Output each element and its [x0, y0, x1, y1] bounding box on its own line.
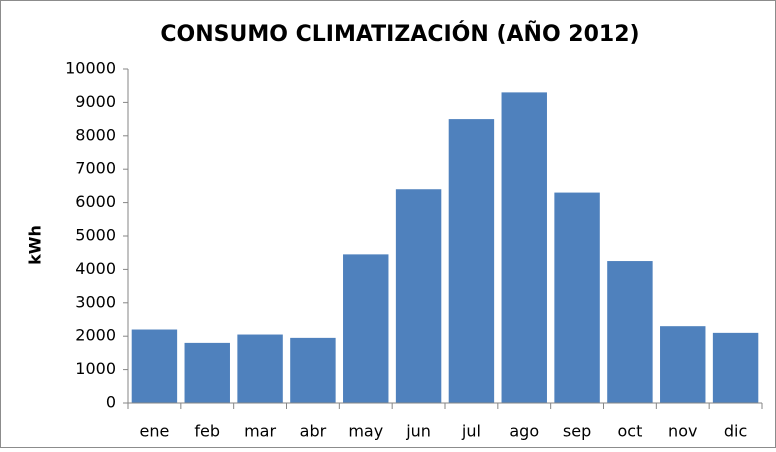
y-tick-label: 10000	[65, 59, 116, 78]
bar	[131, 329, 178, 403]
bar	[290, 337, 336, 403]
bar	[554, 192, 600, 403]
y-tick-label: 0	[106, 393, 116, 412]
y-axis-label: kWh	[26, 225, 45, 265]
y-tick-label: 7000	[75, 159, 116, 178]
bar	[712, 332, 759, 403]
x-tick-label: ago	[509, 422, 539, 441]
x-tick-label: nov	[668, 422, 697, 441]
x-tick-label: may	[348, 422, 383, 441]
x-tick-label: sep	[563, 422, 591, 441]
y-tick-label: 5000	[75, 226, 116, 245]
x-tick-label: dic	[724, 422, 747, 441]
bar	[395, 189, 442, 403]
x-tick-label: feb	[194, 422, 220, 441]
bar	[343, 254, 389, 403]
y-tick-label: 4000	[75, 259, 116, 278]
bar	[660, 326, 706, 403]
chart-title: CONSUMO CLIMATIZACIÓN (AÑO 2012)	[160, 21, 639, 47]
y-tick-label: 9000	[75, 92, 116, 111]
x-tick-label: ene	[140, 422, 170, 441]
bar	[607, 261, 653, 403]
bar	[448, 119, 495, 403]
bar	[501, 92, 547, 403]
y-tick-label: 6000	[75, 192, 116, 211]
bar	[237, 334, 283, 403]
y-tick-label: 3000	[75, 292, 116, 311]
y-tick-label: 1000	[75, 359, 116, 378]
x-tick-label: mar	[244, 422, 276, 441]
y-tick-label: 8000	[75, 125, 116, 144]
x-tick-label: jul	[461, 422, 481, 441]
x-tick-label: jun	[405, 422, 431, 441]
x-tick-label: abr	[300, 422, 327, 441]
y-tick-label: 2000	[75, 326, 116, 345]
bar	[184, 342, 230, 403]
x-tick-label: oct	[617, 422, 642, 441]
